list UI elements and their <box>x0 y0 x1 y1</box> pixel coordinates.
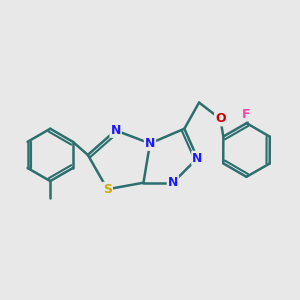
Text: N: N <box>110 124 121 137</box>
Text: S: S <box>103 183 112 196</box>
Text: N: N <box>192 152 203 165</box>
Text: O: O <box>215 112 226 125</box>
Text: N: N <box>145 137 155 150</box>
Text: N: N <box>168 176 178 189</box>
Text: F: F <box>242 107 251 121</box>
